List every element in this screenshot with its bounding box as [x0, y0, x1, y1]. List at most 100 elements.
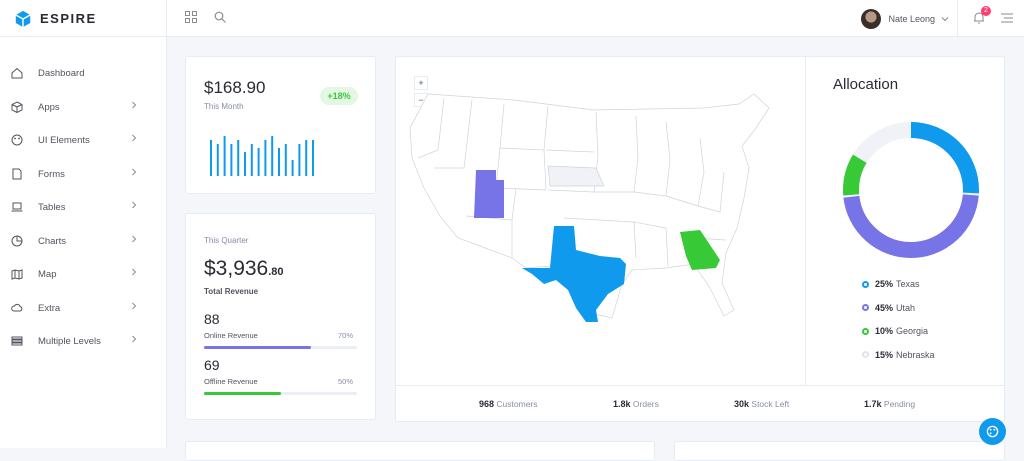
sparkline-bar	[312, 140, 314, 176]
quarter-revenue-card	[185, 213, 376, 420]
chevron-right-icon	[132, 335, 137, 343]
sidebar-item-label: Extra	[38, 302, 61, 314]
laptop-icon	[11, 202, 23, 212]
sidebar-item-apps[interactable]: Apps	[0, 91, 167, 124]
offline-value: 69	[204, 357, 220, 373]
us-map[interactable]	[404, 88, 800, 350]
change-badge: +18%	[320, 87, 358, 105]
legend-item: 15% Nebraska	[862, 350, 935, 360]
online-progress	[204, 346, 357, 349]
stat-label: Orders	[632, 399, 659, 409]
online-label: Online Revenue	[204, 331, 258, 340]
bottom-card-left	[185, 441, 655, 461]
stat-label: Pending	[883, 399, 916, 409]
sparkline-bar	[216, 144, 219, 176]
sparkline-bar	[278, 148, 280, 176]
chevron-right-icon	[132, 134, 137, 142]
sidebar-item-label: Map	[38, 269, 57, 280]
sidebar	[0, 37, 167, 448]
settings-fab[interactable]	[979, 418, 1006, 445]
sidebar-item-multiple-levels[interactable]: Multiple Levels	[0, 325, 167, 358]
month-amount: $168.90	[204, 78, 266, 97]
legend-label: Georgia	[896, 326, 929, 336]
legend-label: Nebraska	[896, 349, 935, 360]
state-texas	[522, 226, 626, 322]
stat-stock-left: 30k Stock Left	[734, 399, 789, 409]
sparkline-bar	[264, 140, 267, 176]
list-icon	[11, 336, 23, 346]
chevron-right-icon	[132, 201, 137, 209]
avatar	[861, 8, 882, 29]
donut-slice-texas	[843, 122, 979, 258]
donut-slice-utah	[843, 122, 979, 258]
quarter-amount-cents: .80	[268, 266, 284, 278]
sidebar-item-label: Charts	[38, 235, 66, 247]
cube-logo-icon	[15, 10, 31, 27]
sidebar-item-ui-elements[interactable]: UI Elements	[0, 124, 167, 157]
legend-dot	[862, 304, 869, 311]
chevron-right-icon	[132, 168, 137, 175]
zoom-in-button[interactable]: +	[414, 76, 428, 90]
sparkline-bar	[257, 148, 260, 176]
brand-name: ESPIRE	[40, 11, 97, 26]
sidebar-item-forms[interactable]: Forms	[0, 158, 167, 191]
legend-label: Utah	[896, 302, 916, 313]
sidebar-item-map[interactable]: Map	[0, 258, 167, 291]
sparkline-bar	[291, 160, 294, 176]
cube-icon	[11, 100, 23, 113]
user-menu[interactable]: Nate Leong	[861, 0, 958, 37]
stat-value: 968	[479, 399, 495, 409]
sparkline-bar	[210, 140, 212, 176]
legend-percent: 25%	[875, 279, 894, 289]
legend-dot	[862, 351, 869, 358]
menu-icon[interactable]	[1001, 13, 1013, 23]
sparkline-bar	[244, 152, 246, 176]
search-icon[interactable]	[214, 11, 226, 23]
sidebar-item-label: Apps	[38, 101, 60, 113]
legend-percent: 15%	[875, 349, 894, 360]
home-icon	[11, 67, 23, 79]
stat-label: Stock Left	[751, 399, 790, 409]
allocation-donut	[843, 122, 979, 258]
card-divider	[805, 57, 806, 385]
chevron-right-icon	[132, 302, 137, 309]
sidebar-item-label: Tables	[38, 202, 66, 213]
legend-label: Texas	[896, 279, 920, 289]
sidebar-item-label: Multiple Levels	[38, 336, 101, 347]
grid-icon[interactable]	[185, 11, 197, 23]
online-percent: 70%	[338, 331, 354, 340]
quarter-label: This Quarter	[204, 236, 249, 245]
sidebar-item-extra[interactable]: Extra	[0, 292, 167, 325]
stat-customers: 968 Customers	[479, 399, 538, 409]
sidebar-item-tables[interactable]: Tables	[0, 191, 167, 224]
donut-slice-georgia	[843, 122, 979, 258]
month-sparkline	[210, 136, 314, 176]
brand-logo[interactable]: ESPIRE	[0, 0, 167, 37]
total-revenue-label: Total Revenue	[204, 287, 259, 296]
user-name: Nate Leong	[888, 13, 935, 24]
sparkline-bar	[298, 144, 301, 176]
sparkline-bar	[230, 144, 233, 176]
top-header: ESPIRE Nate Leong 2	[0, 0, 1024, 37]
sidebar-item-dashboard[interactable]: Dashboard	[0, 57, 167, 90]
online-value: 88	[204, 311, 220, 327]
sparkline-bar	[284, 144, 287, 176]
month-label: This Month	[204, 102, 244, 111]
pie-chart-icon	[11, 235, 23, 246]
legend-dot	[862, 327, 869, 335]
legend-percent: 45%	[875, 302, 894, 313]
cloud-icon	[11, 303, 23, 311]
palette-icon	[11, 134, 23, 146]
sparkline-bar	[250, 144, 253, 176]
sparkline-bar	[223, 136, 226, 176]
online-progress-fill	[204, 346, 312, 349]
chevron-right-icon	[132, 101, 137, 108]
bell-icon[interactable]	[973, 11, 985, 24]
sidebar-item-charts[interactable]: Charts	[0, 225, 167, 258]
file-icon	[12, 168, 22, 179]
offline-progress	[204, 392, 357, 395]
stat-value: 30k	[734, 399, 750, 409]
chevron-right-icon	[132, 268, 137, 276]
sparkline-bar	[271, 136, 274, 176]
state-utah	[474, 170, 504, 218]
